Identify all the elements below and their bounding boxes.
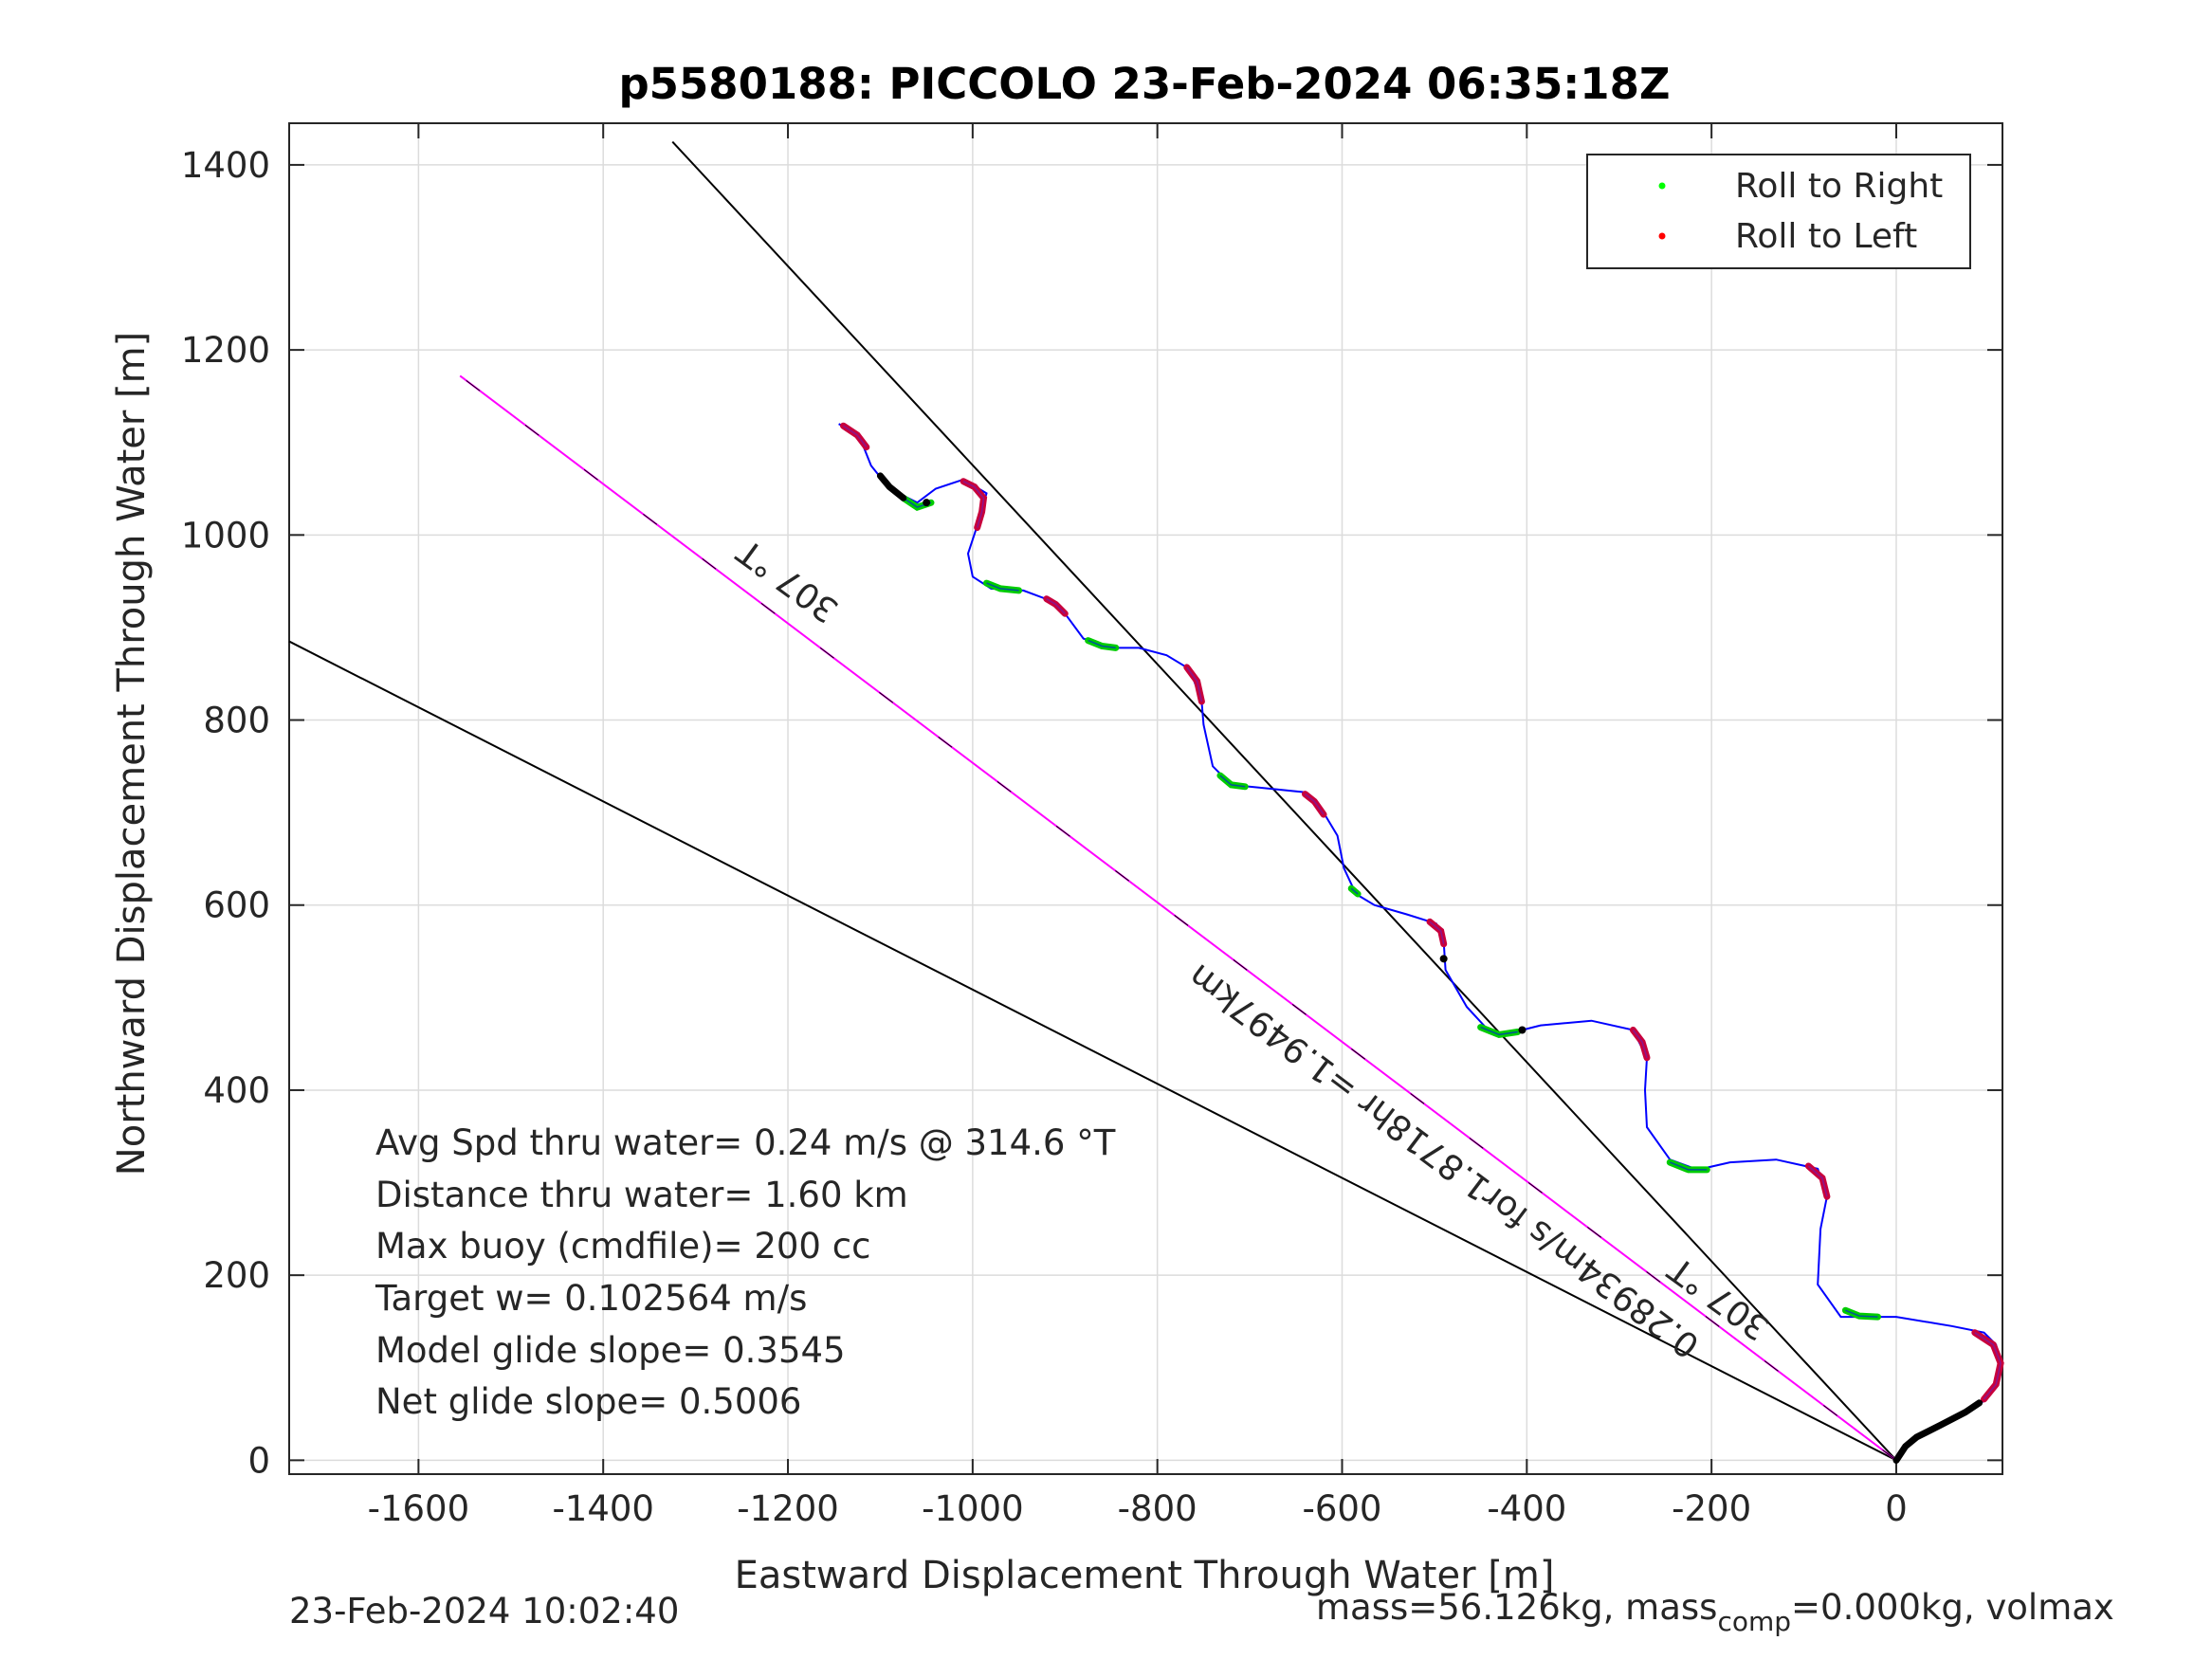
roll-right-core: [1845, 1309, 1878, 1318]
y-tick-label: 800: [203, 701, 270, 741]
roll-left-core: [1807, 1165, 1828, 1197]
stat-net-glide: Net glide slope= 0.5006: [375, 1381, 801, 1422]
stat-target-w: Target w= 0.102564 m/s: [375, 1278, 807, 1319]
stat-distance: Distance thru water= 1.60 km: [375, 1175, 908, 1215]
roll-left-core: [1305, 793, 1325, 815]
x-tick-label: 0: [1885, 1488, 1908, 1529]
heading-line-overlay: [459, 375, 1897, 1461]
footer-timestamp: 23-Feb-2024 10:02:40: [289, 1591, 679, 1632]
footer-mass: mass=56.126kg, masscomp=0.000kg, volmax: [1316, 1587, 2114, 1637]
stat-avg-speed: Avg Spd thru water= 0.24 m/s @ 314.6 °T: [375, 1122, 1116, 1163]
x-tick-label: -800: [1118, 1488, 1197, 1529]
surface-point: [1518, 1026, 1526, 1034]
x-tick-label: -600: [1303, 1488, 1382, 1529]
axes-box: [288, 122, 2003, 1475]
roll-left-core: [1186, 666, 1203, 702]
roll-left-core: [962, 481, 985, 528]
y-tick-label: 200: [203, 1255, 270, 1296]
legend: Roll to Right Roll to Left: [1586, 154, 1971, 269]
y-tick-label: 0: [247, 1440, 270, 1481]
roll-right-core: [1670, 1161, 1708, 1171]
surface-point: [923, 499, 931, 507]
x-tick-label: -200: [1672, 1488, 1751, 1529]
reference-line: [288, 640, 1897, 1462]
chart-title: p5580188: PICCOLO 23-Feb-2024 06:35:18Z: [618, 59, 1670, 109]
roll-left-core: [843, 425, 868, 448]
y-tick-label: 400: [203, 1070, 270, 1111]
y-axis-label: Northward Displacement Through Water [m]: [110, 332, 154, 1176]
roll-left-core: [1046, 598, 1066, 614]
roll-right-core: [986, 582, 1019, 592]
plot-area: [289, 123, 2002, 1474]
series-layer: [838, 422, 2004, 1464]
x-tick-label: -1200: [737, 1488, 839, 1529]
roll-left-core: [1632, 1030, 1648, 1059]
footer-mass-prefix: mass=56.126kg, mass: [1316, 1587, 1717, 1628]
roll-right-core: [1480, 1026, 1518, 1036]
stats-block: Avg Spd thru water= 0.24 m/s @ 314.6 °T …: [375, 1122, 1116, 1422]
y-tick-label: 1000: [181, 515, 270, 556]
roll-right-core: [1350, 887, 1359, 895]
roll-left-core: [1974, 1332, 2002, 1400]
legend-marker-roll-right: [1658, 182, 1666, 190]
x-axis-label: Eastward Displacement Through Water [m]: [735, 1554, 1555, 1597]
y-tick-label: 1400: [181, 145, 270, 186]
x-tick-label: -400: [1487, 1488, 1566, 1529]
legend-label-roll-right: Roll to Right: [1735, 167, 1943, 206]
stat-model-glide: Model glide slope= 0.3545: [375, 1330, 846, 1371]
legend-box: [1586, 154, 1971, 269]
reference-lines: [288, 140, 1897, 1462]
roll-right-core: [1088, 639, 1116, 649]
axes: -1600 -1400 -1200 -1000 -800 -600 -400 -200 0 0 20…: [181, 122, 2003, 1529]
reference-line: [671, 140, 1897, 1462]
roll-right-core: [1219, 775, 1246, 788]
roll-left-core: [1429, 921, 1445, 944]
legend-label-roll-left: Roll to Left: [1735, 217, 1917, 256]
footer-mass-subscript: comp: [1717, 1606, 1791, 1637]
x-tick-label: -1600: [368, 1488, 470, 1529]
surface-segment: [1892, 1399, 1983, 1464]
y-tick-label: 1200: [181, 330, 270, 371]
footer-mass-suffix: =0.000kg, volmax: [1791, 1587, 2114, 1628]
x-tick-label: -1400: [552, 1488, 654, 1529]
y-tick-label: 600: [203, 885, 270, 926]
stat-max-buoy: Max buoy (cmdfile)= 200 cc: [375, 1226, 870, 1267]
surface-segment: [876, 472, 907, 501]
grid: [289, 123, 2002, 1474]
legend-marker-roll-left: [1658, 232, 1666, 240]
x-tick-label: -1000: [922, 1488, 1024, 1529]
surface-point: [1439, 955, 1448, 963]
